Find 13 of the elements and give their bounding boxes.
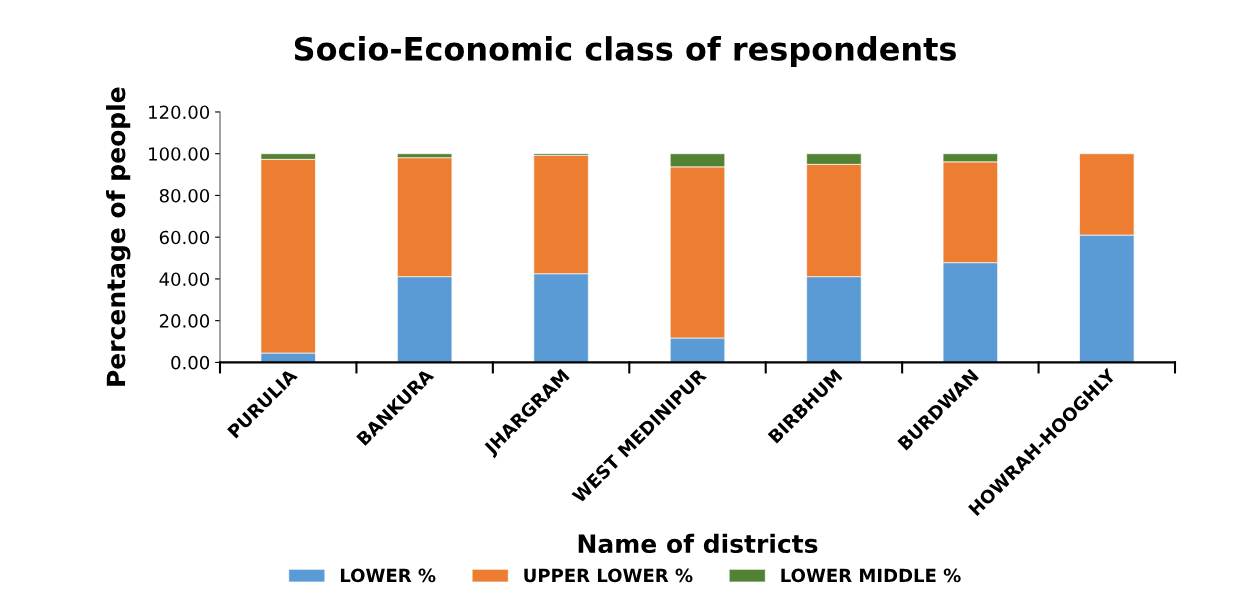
y-tick-label: 100.00 — [149, 147, 210, 161]
y-tick-label: 80.00 — [159, 188, 210, 203]
x-axis-title: Name of districts — [578, 533, 818, 554]
y-axis-title: Percentage of people — [106, 87, 131, 386]
chart-title: Socio-Economic class of respondents — [294, 36, 956, 68]
legend-label: LOWER % — [340, 568, 436, 583]
y-tick-label: 120.00 — [149, 105, 210, 120]
y-tick-label: 40.00 — [159, 272, 210, 287]
legend-label: LOWER MIDDLE % — [781, 568, 961, 583]
y-tick-label: 60.00 — [159, 230, 210, 245]
y-tick-label: 20.00 — [159, 314, 210, 328]
y-tick-label: 0.00 — [171, 355, 210, 370]
legend-label: UPPER LOWER % — [524, 568, 693, 583]
